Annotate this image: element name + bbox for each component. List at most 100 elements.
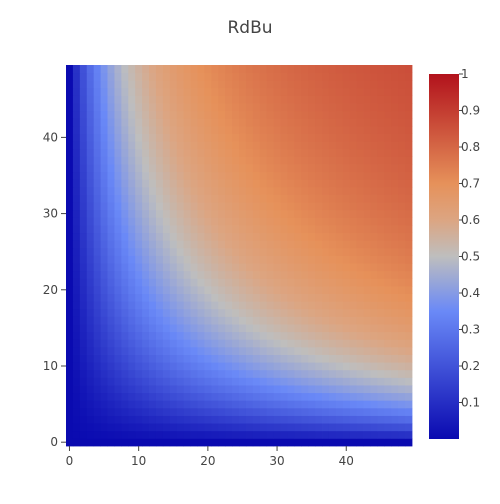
heatmap-cell <box>405 362 413 371</box>
heatmap-cell <box>377 65 385 74</box>
heatmap-cell <box>370 324 378 333</box>
heatmap-cell <box>93 255 101 264</box>
heatmap-cell <box>370 156 378 165</box>
heatmap-cell <box>128 392 136 401</box>
heatmap-cell <box>121 148 129 157</box>
heatmap-cell <box>169 392 178 401</box>
heatmap-cell <box>176 316 185 325</box>
heatmap-cell <box>190 148 198 157</box>
heatmap-cell <box>294 407 302 416</box>
heatmap-cell <box>342 438 351 447</box>
heatmap-cell <box>301 301 309 310</box>
heatmap-cell <box>72 87 81 96</box>
heatmap-cell <box>225 415 233 424</box>
heatmap-cell <box>294 72 302 81</box>
heatmap-cell <box>93 278 101 287</box>
heatmap-cell <box>384 95 392 104</box>
heatmap-cell <box>162 339 171 348</box>
heatmap-cell <box>149 171 157 180</box>
heatmap-cell <box>218 369 226 378</box>
heatmap-cell <box>384 240 392 249</box>
heatmap-cell <box>162 171 171 180</box>
heatmap-cell <box>135 331 143 340</box>
heatmap-cell <box>218 415 226 424</box>
heatmap-cell <box>218 87 226 96</box>
heatmap-cell <box>294 301 302 310</box>
heatmap-cell <box>377 354 385 363</box>
heatmap-cell <box>370 217 378 226</box>
heatmap-cell <box>266 125 274 134</box>
heatmap-cell <box>114 423 122 432</box>
heatmap-cell <box>273 278 281 287</box>
heatmap-cell <box>100 217 108 226</box>
heatmap-cell <box>322 400 330 409</box>
heatmap-cell <box>280 339 288 348</box>
colorbar-gradient <box>429 74 459 439</box>
heatmap-cell <box>335 354 344 363</box>
heatmap-cell <box>162 385 171 394</box>
heatmap-cell <box>301 400 309 409</box>
heatmap-cell <box>232 240 240 249</box>
heatmap-cell <box>384 171 392 180</box>
heatmap-cell <box>121 118 129 127</box>
heatmap-cell <box>266 362 274 371</box>
heatmap-cell <box>218 80 226 89</box>
heatmap-cell <box>370 247 378 256</box>
heatmap-cell <box>322 377 330 386</box>
heatmap-cell <box>183 118 191 127</box>
heatmap-cell <box>218 247 226 256</box>
heatmap-cell <box>135 194 143 203</box>
heatmap-cell <box>176 87 185 96</box>
y-tick-label: 20 <box>43 283 58 297</box>
heatmap-cell <box>335 301 344 310</box>
heatmap-cell <box>266 415 274 424</box>
heatmap-cell <box>239 255 247 264</box>
heatmap-cell <box>149 141 157 150</box>
heatmap-cell <box>328 308 337 317</box>
heatmap-cell <box>93 316 101 325</box>
heatmap-cell <box>328 194 337 203</box>
colorbar-tick-label: 0.3 <box>461 323 480 337</box>
heatmap-cell <box>259 225 268 234</box>
heatmap-cell <box>107 110 115 119</box>
heatmap-cell <box>107 377 115 386</box>
heatmap-cell <box>114 125 122 134</box>
heatmap-cell <box>245 354 254 363</box>
heatmap-cell <box>107 339 115 348</box>
heatmap-cell <box>149 423 157 432</box>
heatmap-cell <box>66 369 74 378</box>
heatmap-cell <box>239 72 247 81</box>
heatmap-cell <box>107 125 115 134</box>
heatmap-cell <box>218 65 226 74</box>
heatmap-cell <box>121 308 129 317</box>
heatmap-cell <box>218 354 226 363</box>
heatmap-cell <box>308 308 316 317</box>
y-tick-label: 30 <box>43 207 58 221</box>
heatmap-cell <box>155 186 164 195</box>
heatmap-cell <box>356 392 364 401</box>
heatmap-cell <box>252 278 261 287</box>
heatmap-cell <box>232 133 240 142</box>
heatmap-cell <box>79 156 88 165</box>
heatmap-cell <box>398 164 406 173</box>
heatmap-cell <box>197 400 205 409</box>
heatmap-cell <box>308 87 316 96</box>
heatmap-cell <box>79 110 88 119</box>
heatmap-cell <box>301 232 309 241</box>
heatmap-cell <box>384 103 392 112</box>
heatmap-cell <box>149 65 157 74</box>
heatmap-cell <box>266 308 274 317</box>
heatmap-cell <box>384 65 392 74</box>
heatmap-cell <box>301 133 309 142</box>
heatmap-cell <box>218 141 226 150</box>
heatmap-cell <box>218 217 226 226</box>
heatmap-cell <box>142 354 150 363</box>
heatmap-cell <box>308 255 316 264</box>
heatmap-cell <box>405 65 413 74</box>
heatmap-cell <box>232 285 240 294</box>
heatmap-cell <box>384 362 392 371</box>
heatmap-cell <box>72 240 81 249</box>
heatmap-cell <box>252 194 261 203</box>
heatmap-cell <box>273 171 281 180</box>
heatmap-cell <box>72 247 81 256</box>
